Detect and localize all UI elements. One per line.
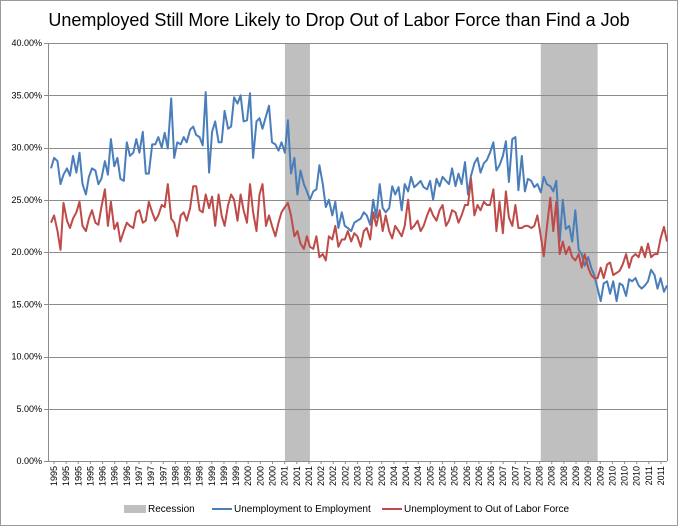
chart-title: Unemployed Still More Likely to Drop Out… [48, 10, 630, 30]
x-tick-label: 2011 [656, 466, 666, 485]
x-tick-label: 1995 [61, 466, 71, 486]
x-tick-label: 1996 [98, 466, 108, 486]
x-tick-label: 2008 [547, 466, 557, 486]
x-tick-label: 1997 [158, 466, 168, 486]
x-tick-label: 2011 [644, 466, 654, 485]
x-tick-label: 1997 [146, 466, 156, 486]
x-tick-label: 2006 [474, 466, 484, 486]
x-tick-label: 1999 [207, 466, 217, 486]
x-tick-label: 2005 [437, 466, 447, 486]
x-tick-label: 2009 [583, 466, 593, 486]
y-tick-label: 10.00% [11, 352, 42, 362]
series-line-unemployment-to-employment [50, 91, 668, 303]
x-tick-label: 2008 [535, 466, 545, 486]
x-tick-label: 2007 [522, 466, 532, 486]
y-tick-labels: 0.00% 5.00% 10.00% 15.00% 20.00% 25.00% 30.00%… [11, 38, 42, 466]
x-tick-label: 2001 [304, 466, 314, 486]
x-tick-label: 2003 [353, 466, 363, 486]
x-tick-label: 2010 [607, 466, 617, 486]
x-tick-label: 2009 [571, 466, 581, 486]
x-tick-label: 2005 [450, 466, 460, 486]
legend-label: Unemployment to Out of Labor Force [404, 504, 570, 515]
x-tick-label: 2009 [595, 466, 605, 486]
y-tick-label: 30.00% [11, 143, 42, 153]
y-tick-label: 35.00% [11, 90, 42, 100]
x-tick-label: 2008 [559, 466, 569, 486]
y-tick-label: 5.00% [16, 404, 42, 414]
x-tick-label: 2007 [510, 466, 520, 486]
x-tick-label: 1998 [183, 466, 193, 486]
x-tick-label: 1998 [170, 466, 180, 486]
x-tick-label: 1995 [49, 466, 59, 486]
series-lines [50, 91, 668, 303]
x-tick-label: 1996 [110, 466, 120, 486]
legend-label: Recession [148, 504, 195, 515]
legend: Recession Unemployment to Employment Unemp… [124, 504, 570, 515]
x-tick-label: 2005 [425, 466, 435, 486]
x-tick-label: 2006 [486, 466, 496, 486]
x-tick-label: 2010 [620, 466, 630, 486]
x-tick-label: 2003 [365, 466, 375, 486]
x-tick-label: 2000 [255, 466, 265, 486]
x-tick-label: 2004 [389, 466, 399, 486]
x-tick-label: 2006 [462, 466, 472, 486]
x-tick-label: 2001 [292, 466, 302, 486]
y-tick-label: 15.00% [11, 299, 42, 309]
y-tick-label: 0.00% [16, 456, 42, 466]
y-tick-label: 25.00% [11, 195, 42, 205]
legend-swatch-recession [124, 505, 146, 513]
x-tick-label: 2000 [243, 466, 253, 486]
x-tick-label: 1995 [73, 466, 83, 486]
x-tick-label: 2007 [498, 466, 508, 486]
x-tick-labels: 1995 1995 1995 1995 1996 1996 1996 1997 1997 1997… [49, 466, 666, 486]
x-tick-label: 2000 [268, 466, 278, 486]
x-tick-label: 2004 [413, 466, 423, 486]
x-tick-label: 1996 [122, 466, 132, 486]
x-tick-label: 2003 [377, 466, 387, 486]
x-tick-label: 2001 [280, 466, 290, 486]
x-tick-label: 1999 [219, 466, 229, 486]
axes [44, 43, 668, 464]
y-tick-label: 20.00% [11, 247, 42, 257]
x-tick-label: 1995 [85, 466, 95, 486]
x-tick-label: 1998 [195, 466, 205, 486]
legend-label: Unemployment to Employment [234, 504, 371, 515]
series-line-unemployment-to-out-of-labor-force [50, 177, 668, 280]
y-tick-label: 40.00% [11, 38, 42, 48]
x-tick-label: 2004 [401, 466, 411, 486]
x-tick-label: 1999 [231, 466, 241, 486]
x-tick-label: 2002 [328, 466, 338, 486]
x-tick-label: 2010 [632, 466, 642, 486]
x-tick-label: 2002 [316, 466, 326, 486]
x-tick-label: 1997 [134, 466, 144, 486]
x-tick-label: 2002 [340, 466, 350, 486]
